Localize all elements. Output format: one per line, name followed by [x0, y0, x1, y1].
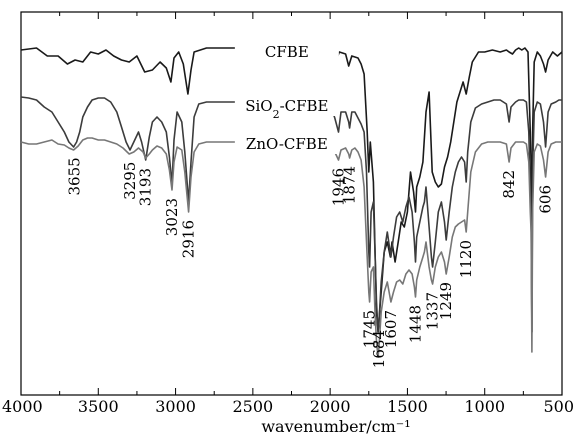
peak-label-group: 2916 [180, 220, 198, 258]
series-line-2 [20, 96, 562, 333]
x-tick-label: 1500 [387, 397, 428, 416]
peak-label: 3295 [121, 162, 139, 200]
peak-label: 606 [537, 185, 555, 214]
peak-label-group: 1684 [370, 330, 388, 368]
series-label: ZnO-CFBE [246, 135, 328, 153]
peak-label-group: 1448 [407, 305, 425, 343]
peak-label-group: 1874 [341, 166, 359, 204]
peak-label-group: 1745 [361, 310, 379, 348]
x-axis: 4000 3500 3000 2500 2000 1500 1000 500 [2, 12, 574, 416]
peak-label: 1874 [341, 166, 359, 204]
peak-label: 2916 [180, 220, 198, 258]
peak-label-group: 1946 [330, 168, 348, 206]
series-label-bg [234, 134, 339, 154]
peak-label: 1946 [330, 168, 348, 206]
x-tick-label: 500 [543, 397, 574, 416]
peak-label-group: 1120 [457, 240, 475, 278]
peak-label-group: 3023 [163, 198, 181, 236]
peak-label-group: 606 [537, 185, 555, 214]
peak-label: 1448 [407, 305, 425, 343]
peak-label: 1607 [382, 310, 400, 348]
series-layer [20, 47, 563, 358]
peak-label: 842 [500, 170, 518, 199]
x-axis-title: wavenumber/cm⁻¹ [261, 417, 410, 436]
x-tick-label: 4000 [2, 397, 43, 416]
peak-label: 3193 [137, 168, 155, 206]
peak-label: 1684 [370, 330, 388, 368]
peak-label: 1745 [361, 310, 379, 348]
x-tick-label: 2000 [310, 397, 351, 416]
x-tick-label: 1000 [464, 397, 505, 416]
series-label-bg [234, 96, 339, 116]
series-line-1 [20, 47, 563, 333]
x-tick-label: 3500 [78, 397, 119, 416]
plot-border [20, 11, 563, 396]
series-label-bg [234, 42, 339, 62]
peak-label: 3655 [65, 157, 83, 195]
peak-label-group: 3295 [121, 162, 139, 200]
x-tick-label: 2500 [232, 397, 273, 416]
plot-frame [20, 11, 563, 396]
peak-label-group: 1337 [424, 292, 442, 330]
peak-label-group: 1249 [437, 282, 455, 320]
series-label-layer: CFBE SiO2-CFBE ZnO-CFBE [234, 42, 339, 154]
peak-label: 1249 [437, 282, 455, 320]
peak-label: 1337 [424, 292, 442, 330]
series-label: SiO2-CFBE [245, 97, 328, 121]
peak-label: 1120 [457, 240, 475, 278]
peak-label-group: 1607 [382, 310, 400, 348]
series-label: CFBE [265, 43, 309, 61]
peak-label-group: 842 [500, 170, 518, 199]
peak-label-group: 3193 [137, 168, 155, 206]
x-tick-label: 3000 [155, 397, 196, 416]
peak-label: 3023 [163, 198, 181, 236]
peak-label-group: 3655 [65, 157, 83, 195]
series-line-3 [20, 137, 562, 358]
